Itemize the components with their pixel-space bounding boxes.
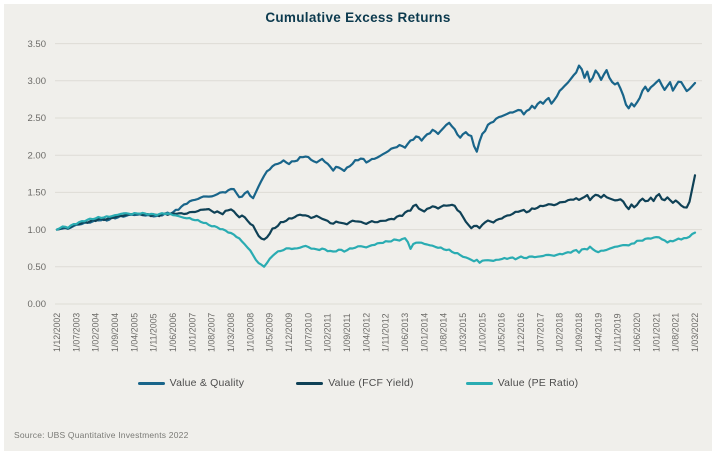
y-tick-label: 1.50: [28, 188, 47, 199]
x-tick-label: 1/04/2005: [129, 313, 139, 352]
x-tick-label: 1/10/2008: [245, 313, 255, 352]
y-tick-label: 3.00: [28, 76, 47, 87]
x-tick-label: 1/11/2012: [381, 313, 391, 352]
x-tick-label: 1/06/2013: [400, 313, 410, 352]
legend-swatch-value-quality: [137, 381, 165, 385]
legend-swatch-value-pe-ratio: [465, 381, 493, 385]
y-tick-label: 2.50: [28, 113, 47, 124]
x-tick-label: 1/09/2011: [342, 313, 352, 352]
x-tick-label: 1/02/2011: [323, 313, 333, 352]
legend-label-value-pe-ratio: Value (PE Ratio): [497, 377, 579, 389]
x-tick-label: 1/08/2014: [439, 313, 449, 352]
x-tick-label: 1/09/2018: [574, 313, 584, 352]
chart-title: Cumulative Excess Returns: [265, 10, 451, 25]
y-tick-label: 0.00: [28, 299, 47, 310]
y-tick-label: 2.00: [28, 150, 47, 161]
legend-label-value-fcf-yield: Value (FCF Yield): [328, 377, 414, 389]
x-tick-label: 1/06/2006: [168, 313, 178, 352]
x-tick-label: 1/03/2015: [458, 313, 468, 352]
x-tick-label: 1/02/2018: [555, 313, 565, 352]
x-tick-label: 1/07/2017: [535, 313, 545, 352]
legend-item-value-fcf-yield: Value (FCF Yield): [296, 377, 414, 389]
x-tick-label: 1/06/2020: [632, 313, 642, 352]
x-tick-label: 1/01/2007: [187, 313, 197, 352]
y-tick-label: 1.00: [28, 225, 47, 236]
series-line-value-quality: [55, 64, 697, 231]
legend-swatch-value-fcf-yield: [296, 381, 324, 385]
x-tick-label: 1/09/2004: [110, 313, 120, 352]
x-tick-label: 1/11/2005: [149, 313, 159, 352]
chart-background: [4, 4, 712, 451]
x-tick-label: 1/07/2010: [303, 313, 313, 352]
series-line-value-pe: [55, 211, 697, 268]
legend-label-value-quality: Value & Quality: [169, 377, 245, 389]
x-tick-label: 1/08/2021: [671, 313, 681, 352]
x-tick-label: 1/11/2019: [613, 313, 623, 352]
x-tick-label: 1/03/2022: [690, 313, 700, 352]
x-tick-label: 1/04/2012: [361, 313, 371, 352]
x-tick-label: 1/07/2003: [71, 313, 81, 352]
x-tick-label: 1/01/2014: [419, 313, 429, 352]
x-tick-label: 1/04/2019: [593, 313, 603, 352]
legend-item-value-quality: Value & Quality: [137, 377, 245, 389]
x-tick-label: 1/01/2021: [651, 313, 661, 352]
x-tick-label: 1/10/2015: [477, 313, 487, 352]
x-tick-label: 1/12/2009: [284, 313, 294, 352]
x-tick-label: 1/05/2009: [265, 313, 275, 352]
x-tick-label: 1/05/2016: [497, 313, 507, 352]
source-note: Source: UBS Quantitative Investments 202…: [14, 430, 189, 440]
x-tick-label: 1/02/2004: [91, 313, 101, 352]
x-tick-label: 1/12/2002: [52, 313, 62, 352]
x-tick-label: 1/03/2008: [226, 313, 236, 352]
legend: Value & Quality Value (FCF Yield) Value …: [0, 377, 716, 389]
x-tick-label: 1/12/2016: [516, 313, 526, 352]
y-tick-label: 3.50: [28, 39, 47, 50]
legend-item-value-pe-ratio: Value (PE Ratio): [465, 377, 579, 389]
y-tick-label: 0.50: [28, 262, 47, 273]
x-tick-label: 1/08/2007: [207, 313, 217, 352]
